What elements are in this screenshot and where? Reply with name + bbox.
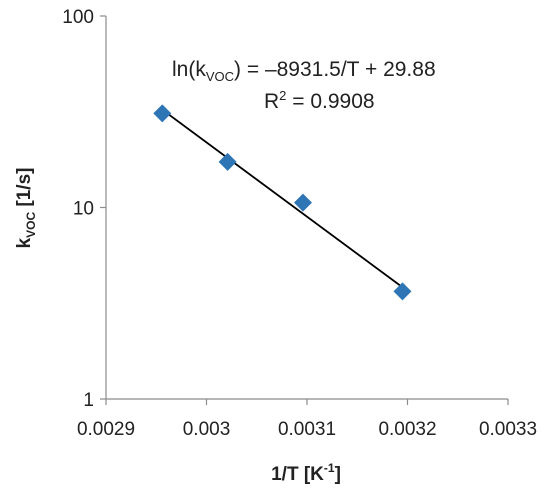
axes — [100, 15, 509, 405]
data-point-diamond — [153, 104, 172, 123]
x-axis-label-end: ] — [335, 464, 341, 485]
x-axis-label-sup: -1 — [324, 461, 335, 475]
y-axis-label: kVOC [1/s] — [14, 168, 38, 249]
x-tick-label: 0.0031 — [278, 419, 336, 440]
x-tick-label: 0.0032 — [378, 419, 436, 440]
equation-subscript: VOC — [206, 69, 234, 84]
data-point-diamond — [393, 282, 412, 301]
r2-label: R — [264, 90, 279, 113]
data-point-diamond — [293, 193, 312, 212]
x-tick-label: 0.0029 — [77, 419, 135, 440]
data-point-diamond — [218, 152, 237, 171]
equation-rest: ) = –8931.5/T + 29.88 — [234, 58, 436, 81]
trendline — [161, 108, 404, 288]
x-axis-label: 1/T [K-1] — [271, 461, 341, 485]
y-tick-label: 10 — [73, 199, 94, 220]
y-axis-label-sub: VOC — [24, 212, 38, 238]
y-axis-label-end: [1/s] — [14, 168, 35, 212]
x-tick-label: 0.003 — [183, 419, 231, 440]
y-axis-label-main: k — [14, 237, 35, 248]
x-tick-label: 0.0033 — [479, 419, 537, 440]
r2-rest: = 0.9908 — [286, 90, 374, 113]
y-tick-label: 1 — [83, 390, 94, 411]
trendline-equation: ln(kVOC) = –8931.5/T + 29.88 — [172, 58, 436, 84]
x-axis-label-main: 1/T [K — [271, 464, 324, 485]
equation-prefix: ln(k — [172, 58, 206, 81]
tick-labels: 1 10 100 0.0029 0.003 0.0031 0.0032 0.0033 — [62, 7, 537, 440]
r2-superscript: 2 — [279, 88, 286, 103]
y-tick-label: 100 — [62, 7, 94, 28]
data-points — [153, 104, 412, 301]
r-squared-label: R2 = 0.9908 — [264, 88, 375, 113]
